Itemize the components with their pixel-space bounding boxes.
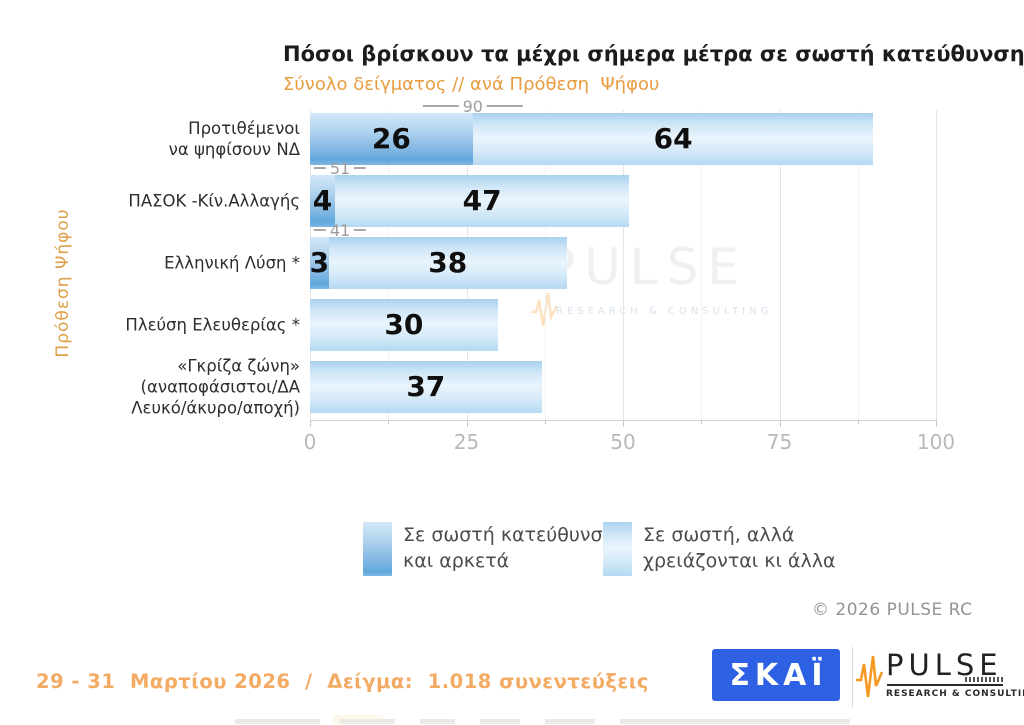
total-dash <box>354 229 367 231</box>
category-label-line: να ψηφίσουν ΝΔ <box>168 140 300 159</box>
total-label: 51 <box>310 161 370 177</box>
category-label: «Γκρίζα ζώνη» (αναποφάσιστοι/ΔΑ Λευκό/άκυρ… <box>20 355 300 418</box>
total-dash <box>313 229 326 231</box>
category-labels-column: Προτιθέμενοι να ψηφίσουν ΝΔ ΠΑΣΟΚ -Κίν.Αλλ… <box>20 0 300 450</box>
category-label: Πλεύση Ελευθερίας * <box>20 314 300 335</box>
legend-label-line: Σε σωστή, αλλά <box>643 524 795 546</box>
gridline-major <box>936 110 937 420</box>
bar-row <box>310 361 542 413</box>
x-tick-major <box>466 420 468 427</box>
gridline-major <box>623 110 624 420</box>
category-label-line: Προτιθέμενοι <box>188 118 300 138</box>
category-label-line: Πλεύση Ελευθερίας * <box>125 315 300 335</box>
watermark-text: PULSE <box>545 238 748 296</box>
total-value: 90 <box>462 97 483 116</box>
category-label-line: ΠΑΣΟΚ -Κίν.Αλλαγής <box>128 191 300 211</box>
value-label: 64 <box>653 122 693 155</box>
total-value: 51 <box>329 159 351 178</box>
category-label-line: Ελληνική Λύση * <box>164 253 300 273</box>
gridline-major <box>779 110 781 420</box>
category-label-line: Λευκό/άκυρο/αποχή) <box>131 398 300 418</box>
bar-segment-light <box>328 237 567 289</box>
x-tick-major <box>310 420 311 427</box>
skai-logo-text: ΣΚΑΪ <box>729 657 828 693</box>
cut-off-text-fragment <box>340 719 395 724</box>
value-label: 3 <box>309 246 330 279</box>
bar-segment-light <box>310 361 542 413</box>
bar-row <box>310 113 874 165</box>
category-label: Ελληνική Λύση * <box>20 252 300 273</box>
copyright-text: © 2026 PULSE RC <box>812 600 973 620</box>
legend-swatch-light <box>603 522 632 576</box>
legend-label-line: χρειάζονται κι άλλα <box>643 550 836 573</box>
x-tick-label: 25 <box>453 430 480 454</box>
bar-segment-light <box>310 299 498 351</box>
cut-off-text-fragment <box>235 719 320 724</box>
cut-off-text-fragment <box>420 719 455 724</box>
total-label: 41 <box>310 223 370 239</box>
total-dash <box>486 105 523 107</box>
x-tick-major <box>623 420 624 427</box>
x-tick-major <box>936 420 937 427</box>
value-label: 47 <box>462 184 502 217</box>
category-label-line: «Γκρίζα ζώνη» <box>177 356 300 376</box>
logo-divider <box>852 647 853 707</box>
bar-row <box>310 175 630 227</box>
x-tick-label: 50 <box>610 430 636 454</box>
bar-row <box>310 299 498 351</box>
bar-segment-light <box>335 175 630 227</box>
x-tick-label: 100 <box>916 430 956 454</box>
legend-item-dark: Σε σωστή κατεύθυνση και αρκετά <box>363 522 615 576</box>
bar-segment-dark <box>310 237 329 289</box>
watermark-pulse-icon <box>530 290 559 334</box>
bar-segment-dark <box>310 175 336 227</box>
skai-logo: ΣΚΑΪ <box>712 649 840 701</box>
x-tick-label: 75 <box>766 430 793 454</box>
legend-label-line: Σε σωστή κατεύθυνση <box>403 524 615 546</box>
pulse-waveform-icon <box>855 652 884 706</box>
x-tick-minor <box>857 420 859 424</box>
value-label: 26 <box>371 122 411 155</box>
plot-area: 0 25 50 75 100 26 64 90 4 47 51 3 38 41 30 37 <box>304 99 955 455</box>
total-dash <box>422 105 459 107</box>
category-label-line: (αναποφάσιστοι/ΔΑ <box>140 377 300 397</box>
pulse-logo-text: PULSE <box>886 648 1003 682</box>
pulse-logo-subtext: RESEARCH & CONSULTING <box>886 689 1024 699</box>
footer-date-sample: 29 - 31 Μαρτίου 2026 / Δείγμα: 1.018 συν… <box>36 670 649 693</box>
cut-off-text-fragment <box>545 719 595 724</box>
pulse-logo-barcode <box>965 677 1003 682</box>
bar-segment-light <box>472 113 874 165</box>
value-label: 30 <box>384 308 424 341</box>
x-tick-minor <box>701 420 703 424</box>
chart-title: Πόσοι βρίσκουν τα μέχρι σήμερα μέτρα σε … <box>283 42 1024 66</box>
category-label: Προτιθέμενοι να ψηφίσουν ΝΔ <box>20 118 300 160</box>
cut-off-text-fragment <box>620 719 850 724</box>
x-tick-label: 0 <box>303 430 317 454</box>
value-label: 38 <box>428 246 468 279</box>
x-tick-minor <box>388 420 390 424</box>
pulse-logo-rule <box>887 684 1003 686</box>
x-tick-minor <box>544 420 546 424</box>
legend-swatch-dark <box>363 522 392 576</box>
x-tick-major <box>779 420 781 427</box>
chart-subtitle: Σύνολο δείγματος // ανά Πρόθεση Ψήφου <box>283 74 660 95</box>
value-label: 37 <box>406 370 446 403</box>
legend-label-dark: Σε σωστή κατεύθυνση και αρκετά <box>403 522 615 574</box>
legend-item-light: Σε σωστή, αλλά χρειάζονται κι άλλα <box>603 522 835 576</box>
watermark-subtext: RESEARCH & CONSULTING <box>556 306 773 317</box>
value-label: 4 <box>312 184 333 217</box>
total-dash <box>313 167 326 169</box>
total-value: 41 <box>329 221 351 240</box>
total-label: 90 <box>419 99 527 115</box>
cut-off-text-fragment <box>480 719 520 724</box>
total-dash <box>354 167 367 169</box>
category-label: ΠΑΣΟΚ -Κίν.Αλλαγής <box>20 190 300 211</box>
bar-segment-dark <box>310 113 473 165</box>
bar-row <box>310 237 567 289</box>
legend-label-line: και αρκετά <box>403 550 510 573</box>
gridline-minor <box>701 110 703 420</box>
legend-label-light: Σε σωστή, αλλά χρειάζονται κι άλλα <box>643 522 835 574</box>
gridline-minor <box>857 110 859 420</box>
